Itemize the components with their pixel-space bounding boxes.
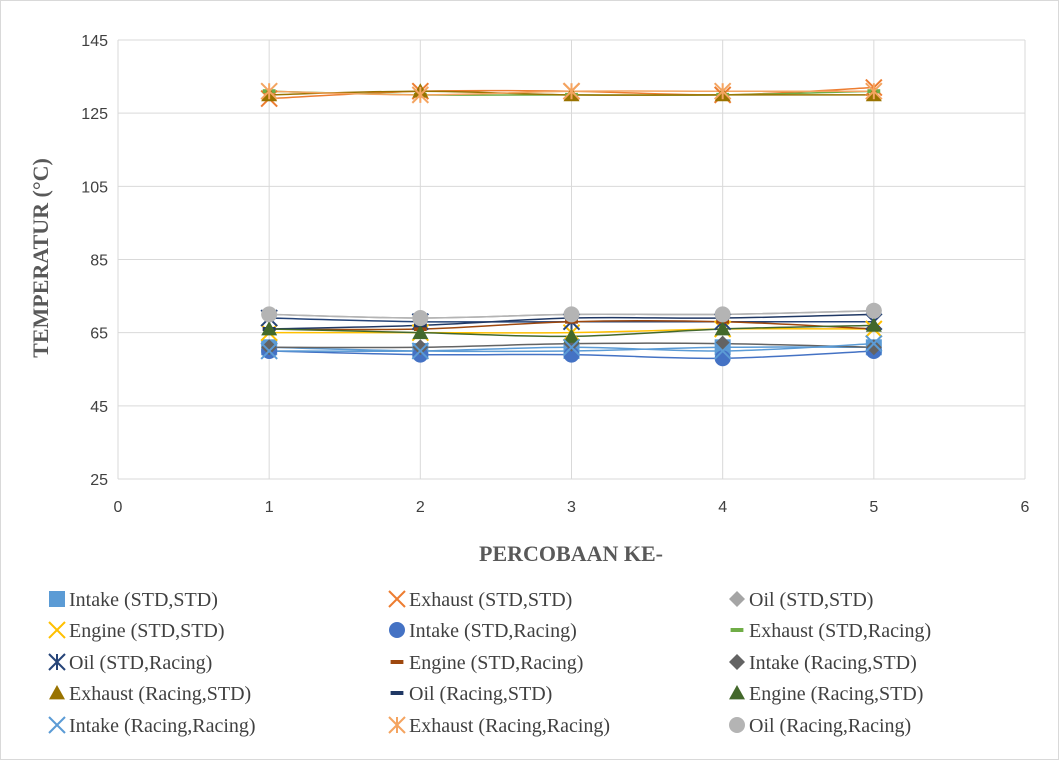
legend-marker xyxy=(729,591,745,607)
data-point xyxy=(714,321,731,336)
data-point xyxy=(714,350,731,367)
legend-marker xyxy=(390,691,404,695)
data-point xyxy=(411,342,430,360)
legend-label: Engine (STD,Racing) xyxy=(409,652,583,674)
y-tick-label: 45 xyxy=(90,399,108,416)
legend-item: Engine (STD,Racing) xyxy=(390,652,583,674)
legend-label: Oil (Racing,STD) xyxy=(409,683,552,705)
legend-marker xyxy=(388,590,406,608)
data-point xyxy=(714,306,731,323)
legend-item: Oil (Racing,STD) xyxy=(390,683,552,705)
legend-marker xyxy=(389,622,405,638)
legend-item: Oil (STD,STD) xyxy=(729,589,873,611)
legend-label: Engine (Racing,STD) xyxy=(749,683,923,705)
legend-item: Oil (Racing,Racing) xyxy=(729,715,911,737)
legend-item: Intake (STD,STD) xyxy=(49,589,218,611)
data-point xyxy=(260,342,278,360)
legend-marker xyxy=(48,653,66,671)
data-point xyxy=(865,317,882,332)
legend-marker xyxy=(729,717,745,733)
legend-item: Exhaust (Racing,STD) xyxy=(49,683,251,705)
legend-item: Exhaust (Racing,Racing) xyxy=(388,715,610,737)
legend-marker xyxy=(49,685,65,700)
x-tick-label: 2 xyxy=(416,499,425,516)
x-tick-label: 6 xyxy=(1021,499,1030,516)
legend-label: Exhaust (STD,Racing) xyxy=(749,620,931,642)
legend-marker xyxy=(48,716,66,734)
x-axis-title: PERCOBAAN KE- xyxy=(479,541,663,566)
legend-label: Exhaust (STD,STD) xyxy=(409,589,572,611)
legend-item: Engine (STD,STD) xyxy=(48,620,225,642)
series-markers xyxy=(260,78,883,367)
legend-item: Exhaust (STD,STD) xyxy=(388,589,572,611)
legend-label: Engine (STD,STD) xyxy=(69,620,225,642)
data-point xyxy=(563,306,580,323)
data-point xyxy=(261,339,278,356)
data-point xyxy=(261,306,278,323)
legend-label: Intake (Racing,STD) xyxy=(749,652,917,674)
data-point xyxy=(562,338,581,357)
legend-marker xyxy=(48,621,66,639)
legend-marker xyxy=(388,716,406,734)
x-tick-label: 5 xyxy=(869,499,878,516)
x-tick-label: 1 xyxy=(265,499,274,516)
data-point xyxy=(865,334,883,353)
data-point xyxy=(261,321,278,336)
legend-item: Oil (STD,Racing) xyxy=(48,652,212,674)
legend-item: Engine (Racing,STD) xyxy=(729,683,923,705)
y-tick-label: 85 xyxy=(90,253,108,270)
y-tick-label: 145 xyxy=(81,33,108,50)
legend-marker xyxy=(729,654,745,670)
legend-label: Intake (STD,Racing) xyxy=(409,620,577,642)
data-point xyxy=(865,82,883,100)
y-tick-label: 105 xyxy=(81,179,108,196)
y-tick-label: 125 xyxy=(81,106,108,123)
y-tick-label: 25 xyxy=(90,472,108,489)
data-point xyxy=(713,82,732,100)
legend-item: Intake (STD,Racing) xyxy=(389,620,577,642)
data-point xyxy=(713,342,732,360)
legend: Intake (STD,STD) Exhaust (STD,STD) Oil (ST… xyxy=(48,589,931,737)
data-point xyxy=(412,339,429,356)
x-axis-ticks: 0 1 2 3 4 5 6 xyxy=(114,499,1030,516)
legend-label: Oil (STD,STD) xyxy=(749,589,873,611)
legend-label: Oil (Racing,Racing) xyxy=(749,715,911,737)
y-tick-label: 65 xyxy=(90,326,108,343)
legend-item: Exhaust (STD,Racing) xyxy=(730,620,931,642)
legend-marker xyxy=(49,591,65,607)
y-axis-ticks: 25 45 65 85 105 125 145 xyxy=(81,33,108,489)
legend-label: Intake (STD,STD) xyxy=(69,589,218,611)
legend-item: Intake (Racing,Racing) xyxy=(48,715,256,737)
y-axis-title: TEMPERATUR (°C) xyxy=(28,158,53,358)
legend-marker xyxy=(390,660,404,664)
legend-item: Intake (Racing,STD) xyxy=(729,652,917,674)
data-point xyxy=(412,310,429,327)
legend-marker xyxy=(729,685,745,700)
data-point xyxy=(563,328,580,343)
legend-label: Oil (STD,Racing) xyxy=(69,652,212,674)
x-tick-label: 4 xyxy=(718,499,727,516)
data-point xyxy=(865,302,882,319)
x-tick-label: 0 xyxy=(114,499,123,516)
data-point xyxy=(411,86,430,104)
x-tick-label: 3 xyxy=(567,499,576,516)
legend-label: Exhaust (Racing,Racing) xyxy=(409,715,610,737)
legend-marker xyxy=(730,628,744,632)
data-point xyxy=(260,82,278,100)
data-point xyxy=(412,324,429,340)
legend-label: Exhaust (Racing,STD) xyxy=(69,683,251,705)
data-point xyxy=(865,339,882,356)
data-point xyxy=(562,82,581,100)
legend-label: Intake (Racing,Racing) xyxy=(69,715,256,737)
